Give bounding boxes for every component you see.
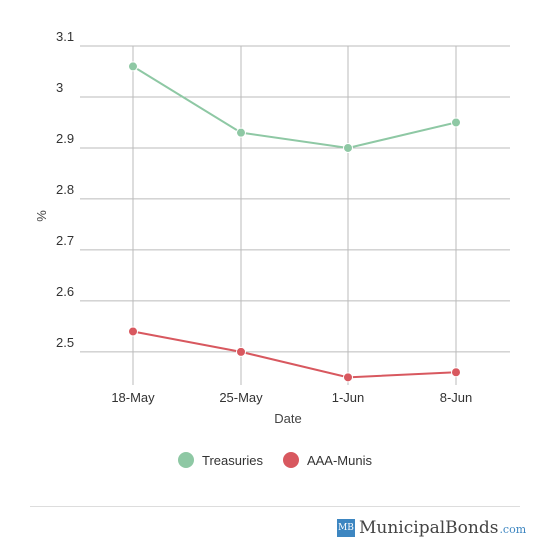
data-point-aaa-munis[interactable] — [451, 367, 461, 378]
legend: Treasuries AAA-Munis — [0, 452, 550, 468]
legend-label-aaa-munis: AAA-Munis — [306, 452, 372, 468]
x-axis-title: Date — [274, 411, 301, 426]
line-chart: 3.1 3 2.9 2.8 2.7 2.6 2.5 18-May 25-May 1-Jun 8-J… — [34, 29, 510, 426]
legend-swatch-aaa-munis — [282, 452, 299, 468]
brand-badge: MB — [337, 519, 355, 537]
data-point-treasuries[interactable] — [236, 127, 246, 138]
x-tick-label: 18-May — [111, 390, 155, 405]
y-tick-label: 2.9 — [56, 131, 74, 146]
y-tick-label: 2.5 — [56, 335, 74, 350]
series-line-aaa-munis — [132, 330, 457, 379]
legend-item-treasuries[interactable]: Treasuries — [178, 452, 263, 468]
data-point-aaa-munis[interactable] — [236, 346, 246, 357]
y-tick-label: 2.8 — [56, 182, 74, 197]
x-tick-label: 25-May — [219, 390, 263, 405]
y-tick-label: 2.6 — [56, 284, 74, 299]
data-point-treasuries[interactable] — [343, 142, 353, 153]
brand-name: MunicipalBonds — [359, 518, 499, 538]
data-point-treasuries[interactable] — [128, 61, 138, 72]
grid-lines — [80, 45, 510, 385]
data-point-aaa-munis[interactable] — [128, 326, 138, 337]
y-axis-ticks: 3.1 3 2.9 2.8 2.7 2.6 2.5 — [56, 29, 74, 350]
x-axis-ticks: 18-May 25-May 1-Jun 8-Jun — [111, 390, 472, 405]
legend-label-treasuries: Treasuries — [202, 452, 263, 468]
brand-logo[interactable]: MB MunicipalBonds .com — [337, 518, 526, 538]
x-tick-label: 8-Jun — [440, 390, 473, 405]
x-tick-label: 1-Jun — [332, 390, 365, 405]
legend-swatch-treasuries — [178, 452, 195, 468]
footer-divider — [30, 506, 520, 507]
series-line-treasuries — [132, 65, 457, 149]
data-point-treasuries[interactable] — [451, 117, 461, 128]
y-tick-label: 3 — [56, 80, 63, 95]
series-lines — [128, 61, 461, 383]
y-tick-label: 3.1 — [56, 29, 74, 44]
y-tick-label: 2.7 — [56, 233, 74, 248]
data-point-aaa-munis[interactable] — [343, 372, 353, 383]
legend-item-aaa-munis[interactable]: AAA-Munis — [282, 452, 372, 468]
y-axis-title: % — [34, 210, 49, 222]
brand-tld: .com — [499, 523, 527, 536]
